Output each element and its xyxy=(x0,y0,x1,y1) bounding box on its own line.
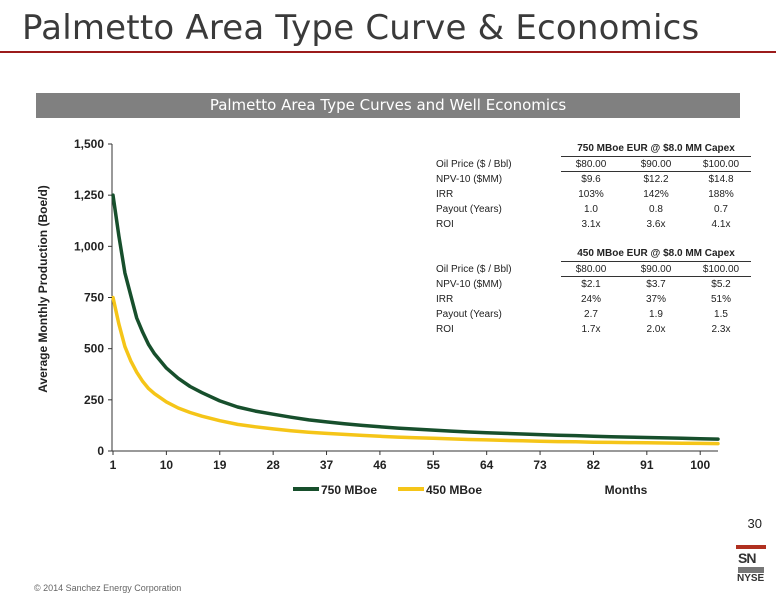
chart-title: Palmetto Area Type Curves and Well Econo… xyxy=(36,93,740,118)
row-value: 1.7x xyxy=(581,324,601,335)
y-tick-label: 500 xyxy=(84,342,104,356)
y-axis-title: Average Monthly Production (Boe/d) xyxy=(36,185,50,393)
chart: 0 250 500 750 1,000 1,250 1,500 1 10 19 28 37 46 55 64… xyxy=(74,137,720,497)
x-tick-label: 46 xyxy=(373,458,387,472)
row-value: 0.8 xyxy=(649,204,663,215)
table-row: ROI 1.7x 2.0x 2.3x xyxy=(436,322,751,337)
row-label: IRR xyxy=(436,189,454,200)
y-tick-label: 1,250 xyxy=(74,188,104,202)
row-label: ROI xyxy=(436,324,454,335)
row-value: 37% xyxy=(645,294,666,305)
row-label: NPV-10 ($MM) xyxy=(436,279,503,290)
table-row: Payout (Years) 2.7 1.9 1.5 xyxy=(436,307,751,322)
row-value: $80.00 xyxy=(575,264,607,275)
row-label: Oil Price ($ / Bbl) xyxy=(436,264,512,275)
table-row: NPV-10 ($MM) $9.6 $12.2 $14.8 xyxy=(436,172,751,187)
x-tick-label: 1 xyxy=(110,458,117,472)
table-row: NPV-10 ($MM) $2.1 $3.7 $5.2 xyxy=(436,277,751,292)
row-value: $90.00 xyxy=(640,264,672,275)
logo-nyse: NYSE xyxy=(737,573,765,584)
series-line-750 xyxy=(111,193,720,441)
x-tick-label: 64 xyxy=(480,458,494,472)
row-value: 2.0x xyxy=(646,324,666,335)
logo-sn: SN xyxy=(738,550,756,566)
row-value: 51% xyxy=(710,294,731,305)
row-value: $9.6 xyxy=(581,174,601,185)
x-tick-label: 55 xyxy=(427,458,441,472)
row-value: 1.0 xyxy=(584,204,598,215)
row-label: ROI xyxy=(436,219,454,230)
table-row: Oil Price ($ / Bbl) $80.00 $90.00 $100.0… xyxy=(436,262,751,277)
row-value: 1.5 xyxy=(714,309,728,320)
row-value: 2.3x xyxy=(711,324,731,335)
x-tick-label: 28 xyxy=(266,458,280,472)
row-value: $2.1 xyxy=(581,279,601,290)
slide-title: Palmetto Area Type Curve & Economics xyxy=(22,8,700,48)
x-tick-label: 73 xyxy=(533,458,547,472)
row-label: Oil Price ($ / Bbl) xyxy=(436,159,512,170)
table-row: IRR 24% 37% 51% xyxy=(436,292,751,307)
legend-label: 750 MBoe xyxy=(321,483,377,497)
row-label: Payout (Years) xyxy=(436,309,502,320)
x-tick-label: 91 xyxy=(640,458,654,472)
row-value: $3.7 xyxy=(646,279,666,290)
y-tick-label: 750 xyxy=(84,291,104,305)
x-tick-label: 37 xyxy=(320,458,334,472)
x-tick-label: 19 xyxy=(213,458,227,472)
copyright-text: © 2014 Sanchez Energy Corporation xyxy=(34,583,182,593)
row-value: 103% xyxy=(578,189,604,200)
table-row: Oil Price ($ / Bbl) $80.00 $90.00 $100.0… xyxy=(436,157,751,172)
economics-table-750: 750 MBoe EUR @ $8.0 MM Capex Oil Price (… xyxy=(436,142,751,234)
series-line-450 xyxy=(111,295,720,446)
row-value: $5.2 xyxy=(711,279,731,290)
row-label: Payout (Years) xyxy=(436,204,502,215)
row-value: $80.00 xyxy=(575,159,607,170)
row-value: 4.1x xyxy=(711,219,731,230)
row-value: $100.00 xyxy=(702,159,740,170)
sanchez-logo: SN NYSE xyxy=(736,545,766,593)
row-value: $14.8 xyxy=(708,174,734,185)
row-value: 3.6x xyxy=(646,219,666,230)
legend-label: 450 MBoe xyxy=(426,483,482,497)
x-tick-label: 100 xyxy=(690,458,710,472)
table-divider xyxy=(561,276,751,277)
table-row: ROI 3.1x 3.6x 4.1x xyxy=(436,217,751,232)
x-tick-label: 82 xyxy=(587,458,601,472)
row-value: 0.7 xyxy=(714,204,728,215)
row-value: 2.7 xyxy=(584,309,598,320)
row-value: $12.2 xyxy=(643,174,669,185)
page-number: 30 xyxy=(747,516,762,531)
row-value: $100.00 xyxy=(702,264,740,275)
y-tick-label: 1,000 xyxy=(74,239,104,253)
table-divider xyxy=(561,171,751,172)
logo-bar xyxy=(736,545,766,549)
x-tick-label: 10 xyxy=(160,458,174,472)
logo-stripe xyxy=(738,567,764,573)
row-value: 142% xyxy=(643,189,669,200)
row-value: 3.1x xyxy=(581,219,601,230)
y-tick-label: 250 xyxy=(84,393,104,407)
title-rule xyxy=(0,51,776,53)
row-value: 1.9 xyxy=(649,309,663,320)
row-label: IRR xyxy=(436,294,454,305)
row-value: 188% xyxy=(708,189,734,200)
row-label: NPV-10 ($MM) xyxy=(436,174,503,185)
economics-table-450: 450 MBoe EUR @ $8.0 MM Capex Oil Price (… xyxy=(436,247,751,339)
table-header: 750 MBoe EUR @ $8.0 MM Capex xyxy=(561,142,751,157)
table-header: 450 MBoe EUR @ $8.0 MM Capex xyxy=(561,247,751,262)
row-value: 24% xyxy=(580,294,601,305)
table-row: Payout (Years) 1.0 0.8 0.7 xyxy=(436,202,751,217)
table-row: IRR 103% 142% 188% xyxy=(436,187,751,202)
x-axis-title: Months xyxy=(605,483,648,497)
y-tick-label: 1,500 xyxy=(74,137,104,151)
y-tick-label: 0 xyxy=(97,444,104,458)
row-value: $90.00 xyxy=(640,159,672,170)
